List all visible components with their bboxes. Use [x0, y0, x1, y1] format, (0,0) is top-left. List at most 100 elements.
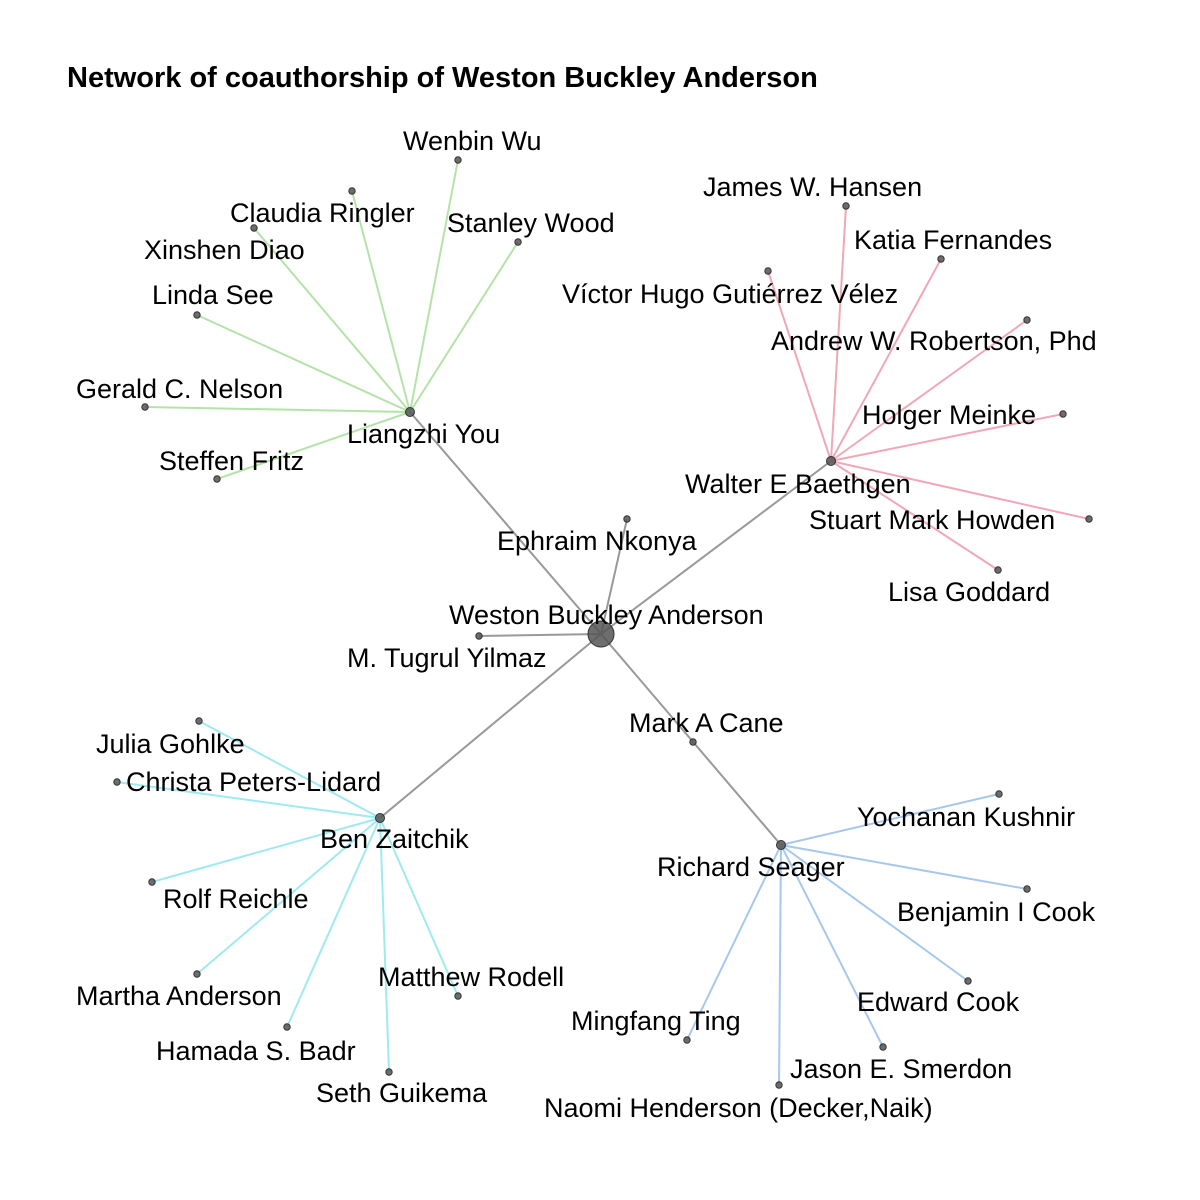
node-yilmaz[interactable]: [475, 632, 483, 640]
edge-seager-henderson: [778, 844, 782, 1086]
node-label-diao: Xinshen Diao: [144, 235, 305, 265]
node-hansen[interactable]: [842, 202, 850, 210]
node-label-guikema: Seth Guikema: [316, 1078, 488, 1108]
node-guikema[interactable]: [385, 1068, 393, 1076]
node-label-kushnir: Yochanan Kushnir: [857, 802, 1075, 832]
edge-you-wu: [409, 159, 459, 413]
node-bcook[interactable]: [1023, 885, 1031, 893]
edge-you-ringler: [351, 190, 411, 413]
node-meinke[interactable]: [1059, 410, 1067, 418]
edge-seager-kushnir: [780, 793, 1000, 846]
edge-you-wood: [409, 241, 519, 413]
node-label-reichle: Rolf Reichle: [163, 884, 309, 914]
node-layer: [113, 156, 1093, 1089]
node-seager[interactable]: [776, 840, 786, 850]
node-label-anderson: Weston Buckley Anderson: [449, 600, 764, 630]
edge-zaitchik-manderson: [196, 817, 381, 975]
node-label-robertson: Andrew W. Robertson, Phd: [771, 326, 1097, 356]
edge-seager-ting: [686, 844, 782, 1041]
edge-seager-bcook: [780, 844, 1028, 890]
node-you[interactable]: [405, 407, 415, 417]
node-label-lidard: Christa Peters-Lidard: [126, 767, 381, 797]
node-label-smerdon: Jason E. Smerdon: [790, 1054, 1012, 1084]
node-fernandes[interactable]: [937, 255, 945, 263]
edge-anderson-zaitchik: [379, 633, 602, 819]
edge-you-nelson: [144, 406, 411, 413]
node-goddard[interactable]: [994, 566, 1002, 574]
node-label-seager: Richard Seager: [657, 852, 845, 882]
node-label-rodell: Matthew Rodell: [378, 962, 564, 992]
edge-zaitchik-guikema: [379, 817, 390, 1073]
node-label-hansen: James W. Hansen: [703, 172, 922, 202]
node-label-badr: Hamada S. Badr: [156, 1036, 356, 1066]
edge-baethgen-howden: [830, 460, 1090, 520]
node-fritz[interactable]: [213, 475, 221, 483]
node-label-fernandes: Katia Fernandes: [854, 225, 1052, 255]
edge-baethgen-meinke: [830, 413, 1064, 462]
node-badr[interactable]: [283, 1023, 291, 1031]
edge-anderson-you: [409, 411, 602, 635]
node-label-manderson: Martha Anderson: [76, 981, 282, 1011]
edge-you-diao: [253, 227, 411, 413]
node-rodell[interactable]: [454, 992, 462, 1000]
node-label-gohlke: Julia Gohlke: [96, 729, 245, 759]
diagram-title: Network of coauthorship of Weston Buckle…: [67, 62, 818, 94]
node-label-ringler: Claudia Ringler: [230, 198, 415, 228]
node-label-wood: Stanley Wood: [447, 208, 615, 238]
node-gohlke[interactable]: [195, 717, 203, 725]
node-see[interactable]: [193, 311, 201, 319]
node-label-cane: Mark A Cane: [629, 708, 784, 738]
node-label-you: Liangzhi You: [347, 419, 500, 449]
node-velez[interactable]: [764, 267, 772, 275]
edge-zaitchik-rodell: [379, 817, 459, 997]
node-robertson[interactable]: [1023, 316, 1031, 324]
node-nkonya[interactable]: [623, 515, 631, 523]
node-baethgen[interactable]: [826, 456, 836, 466]
label-layer: Weston Buckley Anderson Liangzhi You Walte…: [76, 126, 1097, 1123]
node-label-goddard: Lisa Goddard: [888, 577, 1050, 607]
edge-zaitchik-reichle: [151, 817, 381, 883]
node-label-nkonya: Ephraim Nkonya: [497, 526, 698, 556]
edge-zaitchik-badr: [286, 817, 381, 1028]
node-manderson[interactable]: [193, 970, 201, 978]
node-smerdon[interactable]: [879, 1043, 887, 1051]
node-label-nelson: Gerald C. Nelson: [76, 374, 283, 404]
node-nelson[interactable]: [141, 403, 149, 411]
node-ringler[interactable]: [348, 187, 356, 195]
node-label-zaitchik: Ben Zaitchik: [320, 824, 469, 854]
edge-layer: [116, 159, 1090, 1086]
node-kushnir[interactable]: [995, 790, 1003, 798]
node-label-henderson: Naomi Henderson (Decker,Naik): [544, 1093, 933, 1123]
node-label-fritz: Steffen Fritz: [159, 446, 304, 476]
node-label-yilmaz: M. Tugrul Yilmaz: [347, 643, 547, 673]
node-label-bcook: Benjamin I Cook: [897, 897, 1096, 927]
node-wu[interactable]: [454, 156, 462, 164]
node-wood[interactable]: [514, 238, 522, 246]
edge-baethgen-goddard: [830, 460, 999, 571]
edge-baethgen-hansen: [830, 205, 847, 462]
node-reichle[interactable]: [148, 878, 156, 886]
node-diao[interactable]: [250, 224, 258, 232]
node-label-velez: Víctor Hugo Gutiérrez Vélez: [562, 279, 898, 309]
node-howden[interactable]: [1085, 515, 1093, 523]
node-zaitchik[interactable]: [375, 813, 385, 823]
node-label-ecook: Edward Cook: [857, 987, 1020, 1017]
edge-you-fritz: [216, 411, 411, 480]
node-label-baethgen: Walter E Baethgen: [685, 469, 911, 499]
edge-seager-ecook: [780, 844, 969, 982]
node-henderson[interactable]: [775, 1081, 783, 1089]
node-label-howden: Stuart Mark Howden: [809, 505, 1055, 535]
edge-baethgen-fernandes: [830, 258, 942, 462]
edge-anderson-nkonya: [600, 518, 628, 635]
edge-anderson-yilmaz: [478, 633, 602, 637]
edge-anderson-baethgen: [600, 460, 832, 635]
node-ting[interactable]: [683, 1036, 691, 1044]
node-ecook[interactable]: [964, 977, 972, 985]
node-label-see: Linda See: [152, 280, 274, 310]
node-label-wu: Wenbin Wu: [403, 126, 542, 156]
node-anderson[interactable]: [587, 620, 615, 648]
node-cane[interactable]: [689, 738, 697, 746]
edge-baethgen-robertson: [830, 319, 1028, 462]
node-lidard[interactable]: [113, 778, 121, 786]
